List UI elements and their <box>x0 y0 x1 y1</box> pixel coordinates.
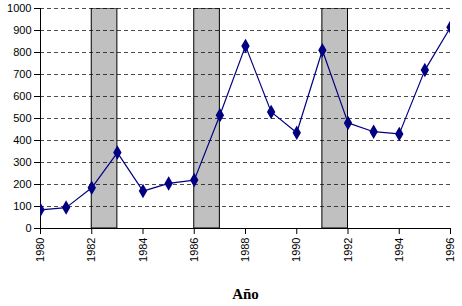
svg-text:300: 300 <box>13 156 31 168</box>
svg-text:1990: 1990 <box>290 238 302 262</box>
svg-text:1992: 1992 <box>342 238 354 262</box>
svg-text:1000: 1000 <box>7 2 31 14</box>
svg-text:800: 800 <box>13 46 31 58</box>
svg-text:1994: 1994 <box>393 238 405 262</box>
svg-text:1982: 1982 <box>85 238 97 262</box>
svg-text:200: 200 <box>13 178 31 190</box>
svg-text:1988: 1988 <box>239 238 251 262</box>
svg-text:1986: 1986 <box>188 238 200 262</box>
svg-text:Año: Año <box>232 286 259 302</box>
svg-text:400: 400 <box>13 134 31 146</box>
svg-text:500: 500 <box>13 112 31 124</box>
svg-text:1984: 1984 <box>137 238 149 262</box>
svg-text:1980: 1980 <box>34 238 46 262</box>
svg-text:0: 0 <box>25 222 31 234</box>
svg-text:700: 700 <box>13 68 31 80</box>
svg-text:1996: 1996 <box>444 238 456 262</box>
svg-text:600: 600 <box>13 90 31 102</box>
svg-text:900: 900 <box>13 24 31 36</box>
svg-text:100: 100 <box>13 200 31 212</box>
